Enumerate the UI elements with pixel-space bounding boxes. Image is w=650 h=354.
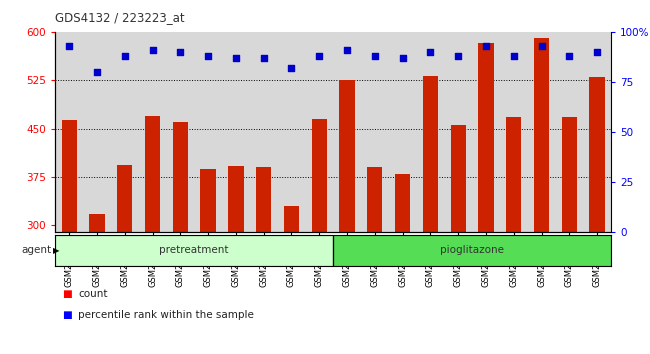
- Point: [259, 55, 269, 61]
- Point: [120, 53, 130, 59]
- Bar: [395, 174, 410, 354]
- Point: [314, 53, 324, 59]
- Point: [425, 49, 436, 55]
- Bar: [117, 165, 133, 354]
- Text: pioglitazone: pioglitazone: [440, 245, 504, 256]
- Point: [286, 65, 296, 71]
- Point: [175, 49, 185, 55]
- Point: [481, 43, 491, 49]
- Point: [536, 43, 547, 49]
- Text: GDS4132 / 223223_at: GDS4132 / 223223_at: [55, 11, 185, 24]
- Bar: [228, 166, 244, 354]
- Bar: [284, 206, 299, 354]
- Bar: [590, 77, 605, 354]
- Bar: [450, 125, 466, 354]
- Bar: [173, 122, 188, 354]
- Bar: [89, 214, 105, 354]
- Point: [592, 49, 603, 55]
- Bar: [311, 119, 327, 354]
- Bar: [367, 167, 382, 354]
- Point: [342, 47, 352, 53]
- Bar: [55, 235, 333, 266]
- Bar: [256, 167, 271, 354]
- Point: [508, 53, 519, 59]
- Bar: [422, 76, 438, 354]
- Bar: [562, 117, 577, 354]
- Bar: [506, 117, 521, 354]
- Bar: [339, 80, 355, 354]
- Point: [453, 53, 463, 59]
- Point: [564, 53, 575, 59]
- Text: count: count: [78, 289, 107, 299]
- Point: [148, 47, 158, 53]
- Bar: [145, 116, 160, 354]
- Point: [92, 69, 102, 75]
- Point: [370, 53, 380, 59]
- Bar: [333, 235, 611, 266]
- Point: [203, 53, 213, 59]
- Text: ■: ■: [62, 310, 72, 320]
- Bar: [62, 120, 77, 354]
- Point: [231, 55, 241, 61]
- Bar: [534, 38, 549, 354]
- Text: pretreatment: pretreatment: [159, 245, 229, 256]
- Text: agent: agent: [21, 245, 51, 256]
- Text: ▶: ▶: [53, 246, 59, 255]
- Point: [64, 43, 74, 49]
- Bar: [478, 44, 493, 354]
- Text: percentile rank within the sample: percentile rank within the sample: [78, 310, 254, 320]
- Text: ■: ■: [62, 289, 72, 299]
- Point: [397, 55, 408, 61]
- Bar: [200, 169, 216, 354]
